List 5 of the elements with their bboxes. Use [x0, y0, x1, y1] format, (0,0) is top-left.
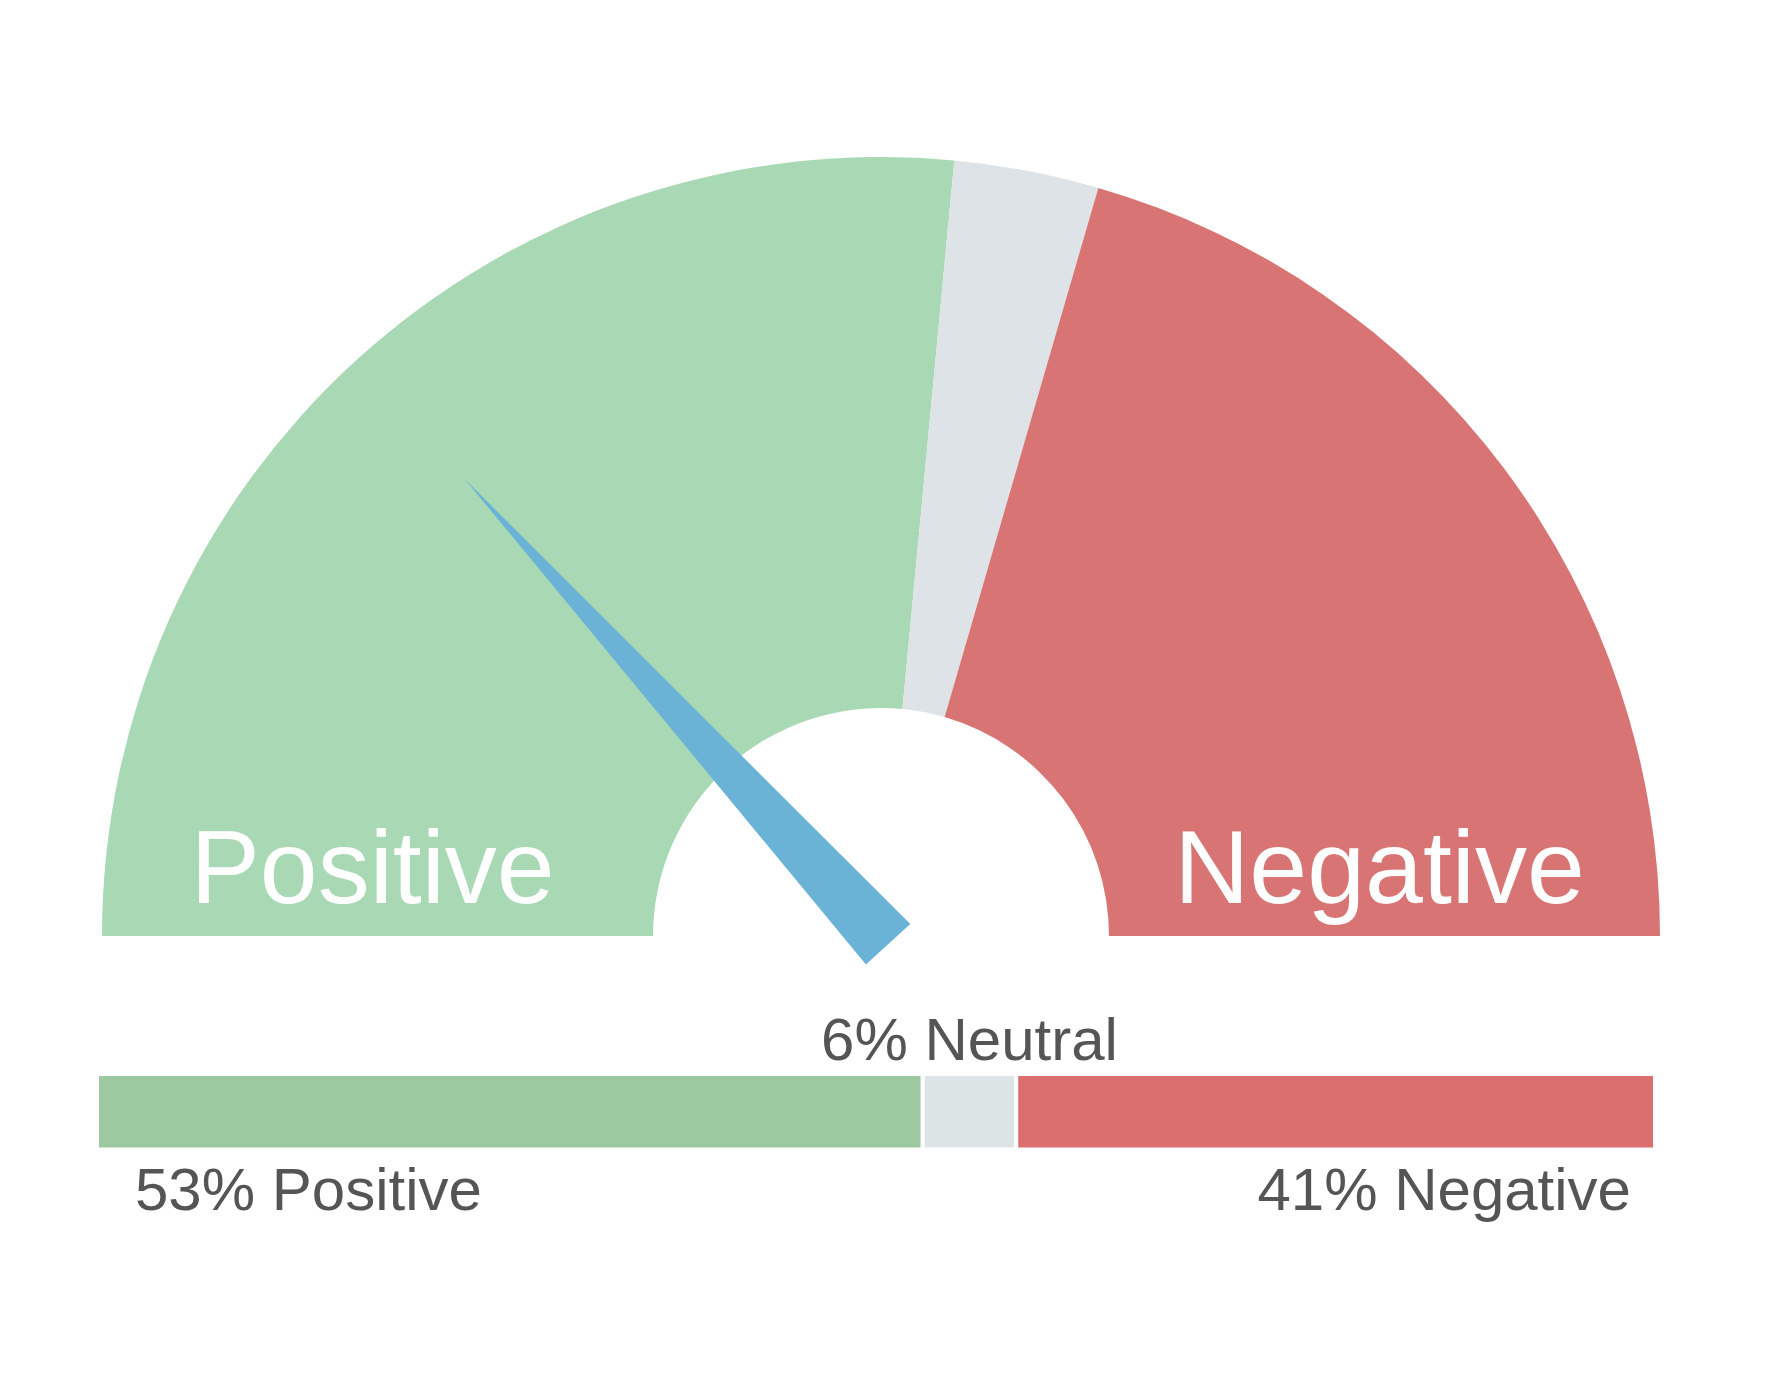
- data-label: 53% Positive: [135, 1155, 482, 1223]
- slice-label: Negative: [1174, 809, 1585, 925]
- data-label: 6% Neutral: [821, 1006, 1118, 1073]
- data-label: 41% Negative: [1257, 1155, 1631, 1223]
- slice-label: Positive: [190, 809, 555, 925]
